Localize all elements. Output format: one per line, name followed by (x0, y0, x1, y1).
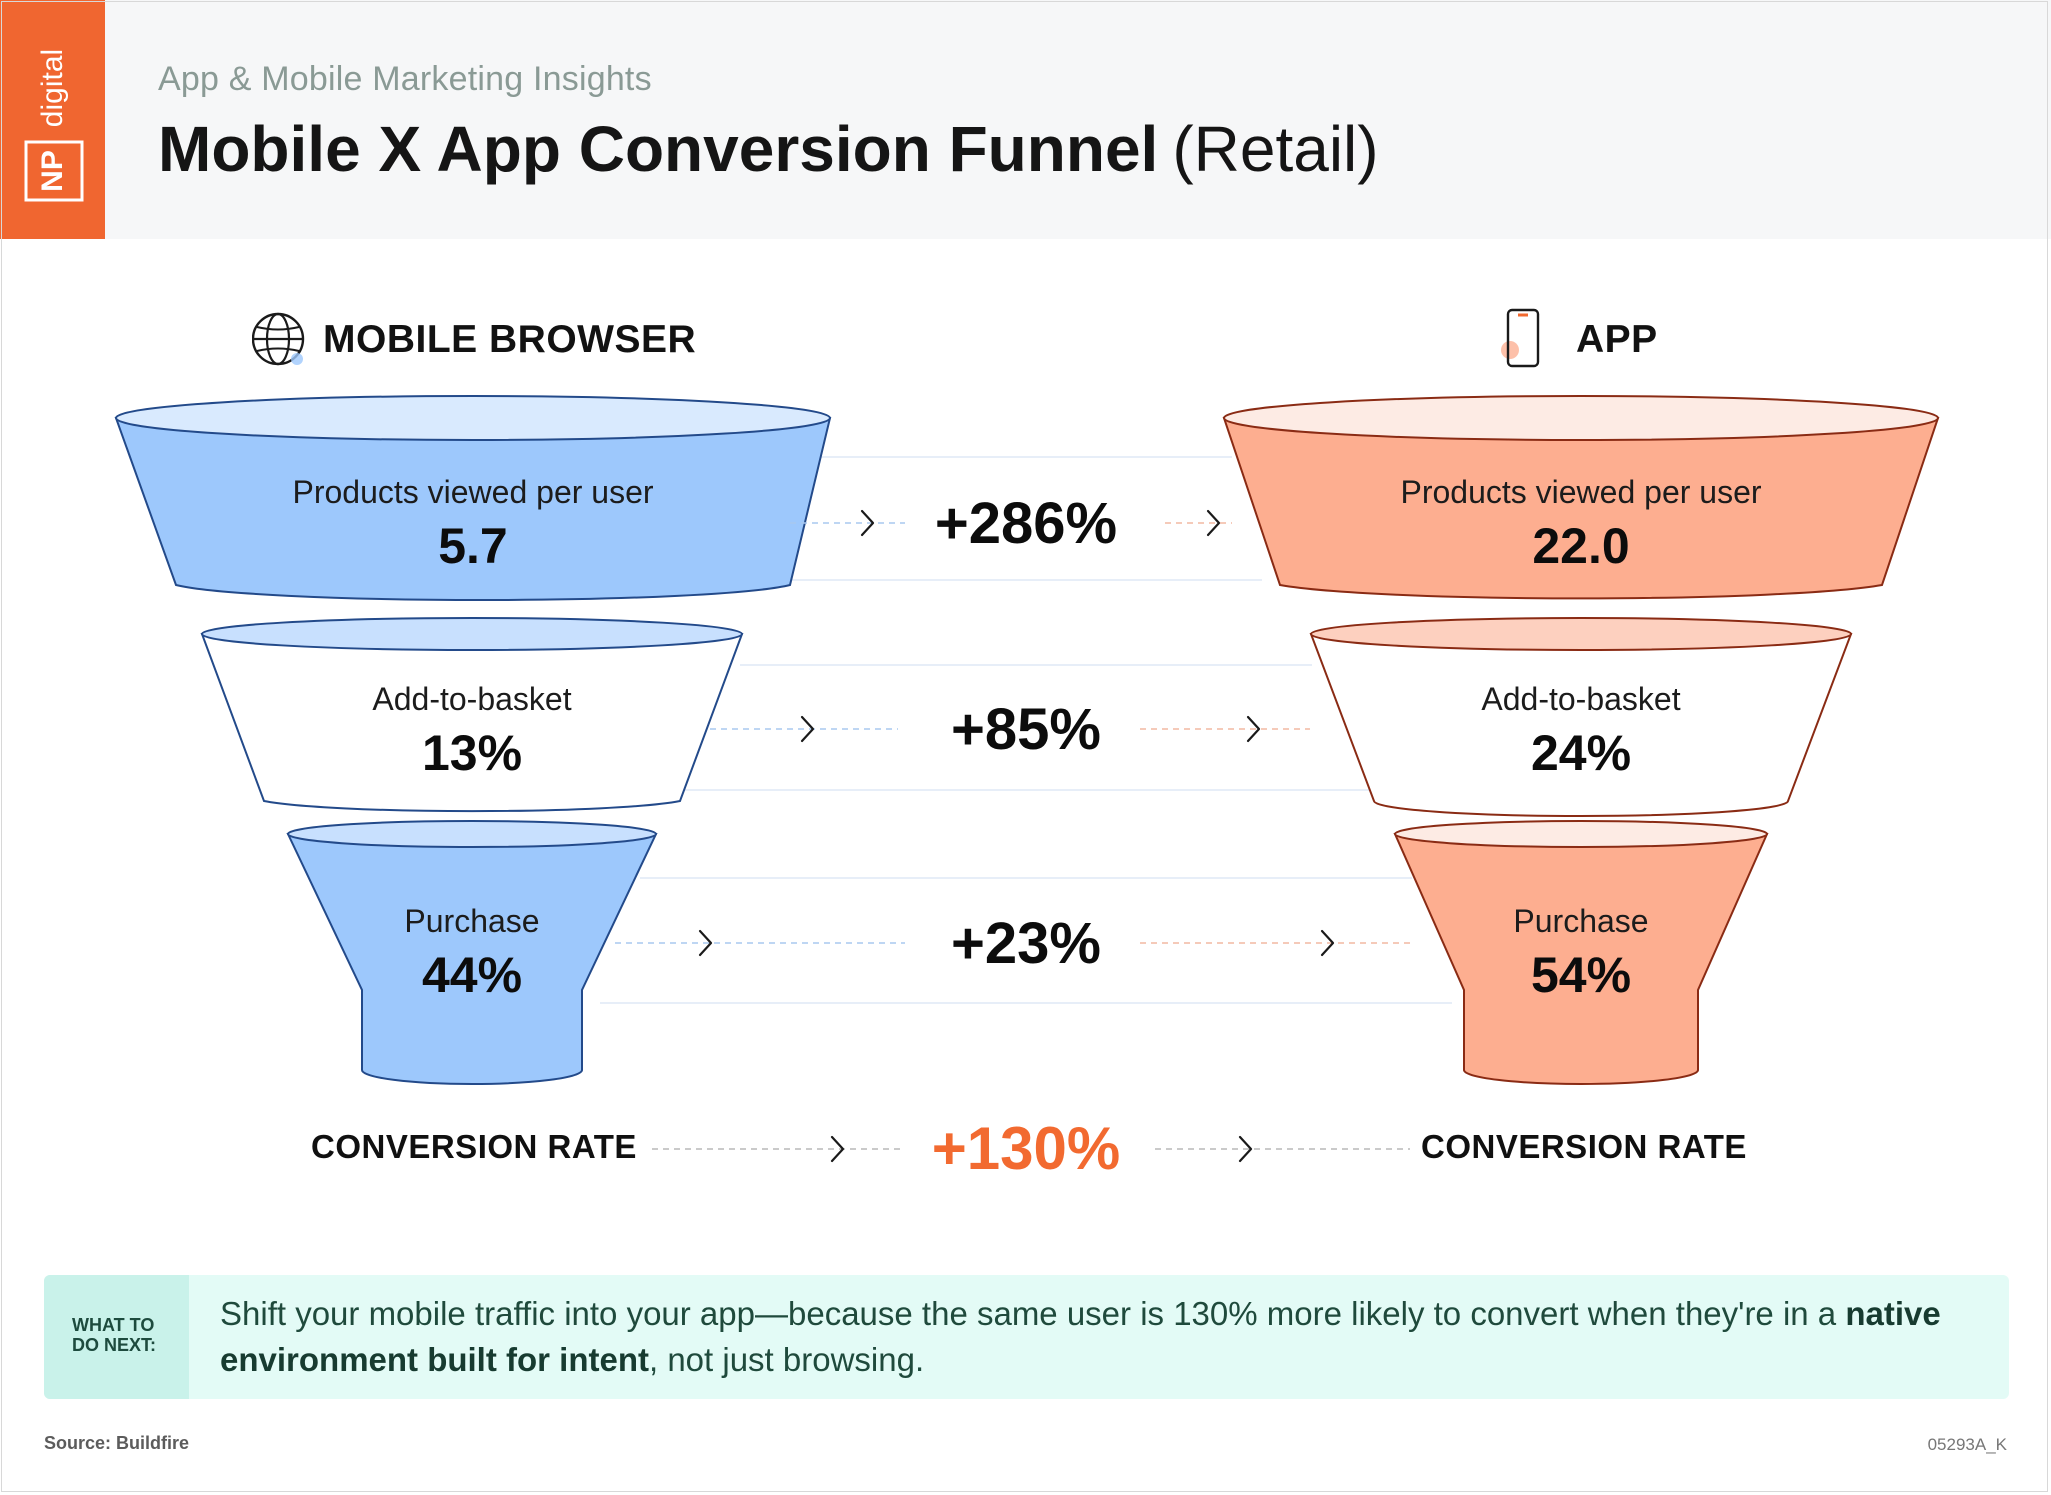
browser-stage-2: Add-to-basket 13% (272, 681, 672, 782)
logo-digital-text: digital (36, 49, 69, 127)
source-note: Source: Buildfire (44, 1433, 190, 1453)
callout-text-start: Shift your mobile traffic into your app—… (220, 1295, 1846, 1332)
stage-value: 22.0 (1532, 518, 1630, 574)
browser-stage-3: Purchase 44% (322, 903, 622, 1004)
callout-tag: WHAT TO DO NEXT: (44, 1275, 189, 1399)
stage-label: Purchase (404, 903, 540, 939)
chevron-right-icon (1238, 1135, 1253, 1163)
conversion-rate-label-app: CONVERSION RATE (1421, 1128, 1747, 1165)
app-stage-2: Add-to-basket 24% (1381, 681, 1781, 782)
delta-products-viewed: +286% (934, 491, 1118, 556)
browser-funnel (114, 395, 832, 1085)
chevron-right-icon (830, 1135, 845, 1163)
callout-text: Shift your mobile traffic into your app—… (220, 1291, 1990, 1383)
stage-label: Products viewed per user (292, 474, 654, 510)
logo-mark: NP digital (24, 49, 84, 202)
chevron-right-icon (698, 929, 713, 957)
page-title: Mobile X App Conversion Funnel (Retail) (158, 112, 1379, 186)
title-suffix: (Retail) (1172, 113, 1379, 185)
globe-icon (252, 312, 305, 366)
chevron-right-icon (1246, 715, 1261, 743)
header: NP digital App & Mobile Marketing Insigh… (0, 0, 2051, 239)
chevron-right-icon (860, 509, 875, 537)
what-to-do-next-callout: WHAT TO DO NEXT: Shift your mobile traff… (44, 1275, 2009, 1399)
conversion-rate-label-browser: CONVERSION RATE (311, 1128, 637, 1165)
page-subtitle: App & Mobile Marketing Insights (158, 60, 652, 98)
callout-tag-text: WHAT TO DO NEXT: (72, 1315, 157, 1355)
stage-label: Purchase (1513, 903, 1649, 939)
callout-text-end: , not just browsing. (648, 1341, 925, 1378)
chevron-right-icon (1320, 929, 1335, 957)
chevron-right-icon (1206, 509, 1221, 537)
stage-value: 5.7 (438, 518, 508, 574)
app-stage-3: Purchase 54% (1431, 903, 1731, 1004)
delta-add-to-basket: +85% (951, 697, 1101, 762)
app-funnel (1222, 395, 1940, 1085)
delta-conversion-rate: +130% (931, 1115, 1121, 1182)
browser-stage-1: Products viewed per user 5.7 (173, 474, 773, 575)
smartphone-icon (1501, 308, 1540, 368)
stage-value: 54% (1530, 947, 1632, 1003)
stage-value: 44% (421, 947, 523, 1003)
chevron-right-icon (800, 715, 815, 743)
stage-label: Products viewed per user (1400, 474, 1762, 510)
logo-np-text: NP (36, 150, 69, 192)
stage-value: 13% (421, 725, 523, 781)
stage-value: 24% (1530, 725, 1632, 781)
stage-label: Add-to-basket (372, 681, 572, 717)
title-main: Mobile X App Conversion Funnel (158, 113, 1159, 185)
app-stage-1: Products viewed per user 22.0 (1281, 474, 1881, 575)
stage-label: Add-to-basket (1481, 681, 1681, 717)
browser-column-label: MOBILE BROWSER (323, 318, 697, 361)
callout-text-bold: native environment built for intent (220, 1295, 1941, 1378)
delta-purchase: +23% (951, 911, 1101, 976)
np-digital-logo: NP digital (0, 0, 105, 239)
app-column-label: APP (1576, 318, 1658, 361)
document-code: 05293A_K (1927, 1435, 2007, 1454)
